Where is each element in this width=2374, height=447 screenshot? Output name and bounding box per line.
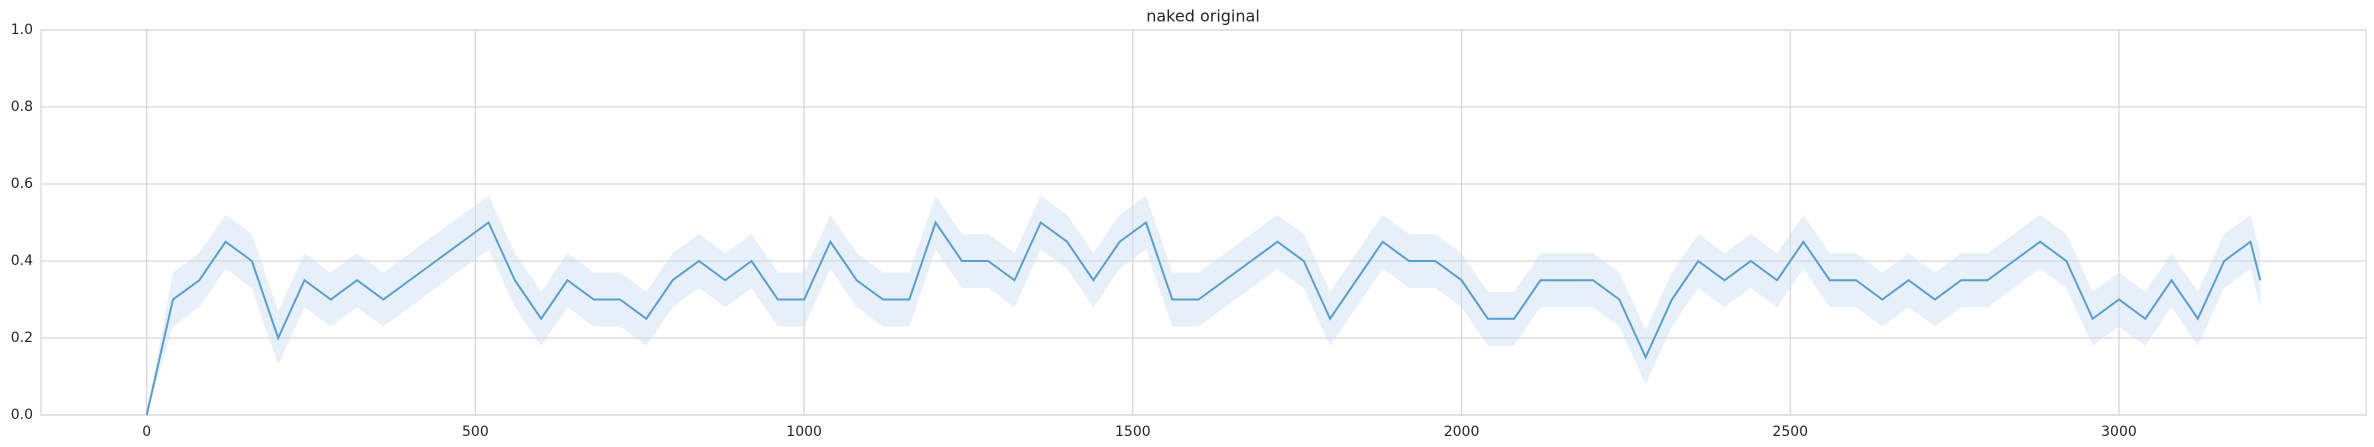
y-tick-label: 0.4 [11,253,33,269]
y-tick-label: 0.8 [11,99,33,115]
line [145,220,2262,416]
plot-frame [40,29,2367,416]
y-tick-label: 0.6 [11,176,33,192]
y-tick-label: 1.0 [11,22,33,38]
x-tick-label: 500 [462,424,489,440]
y-tick-label: 0.0 [11,407,33,423]
x-tick-label: 1500 [1115,424,1151,440]
x-tick-label: 3000 [2101,424,2137,440]
confidence-band [146,195,2261,415]
x-tick-label: 0 [142,424,151,440]
y-tick-label: 0.2 [11,330,33,346]
x-tick-label: 2000 [1444,424,1480,440]
chart-title: naked original [1146,7,1260,26]
x-tick-label: 1000 [786,424,822,440]
x-tick-label: 2500 [1772,424,1808,440]
